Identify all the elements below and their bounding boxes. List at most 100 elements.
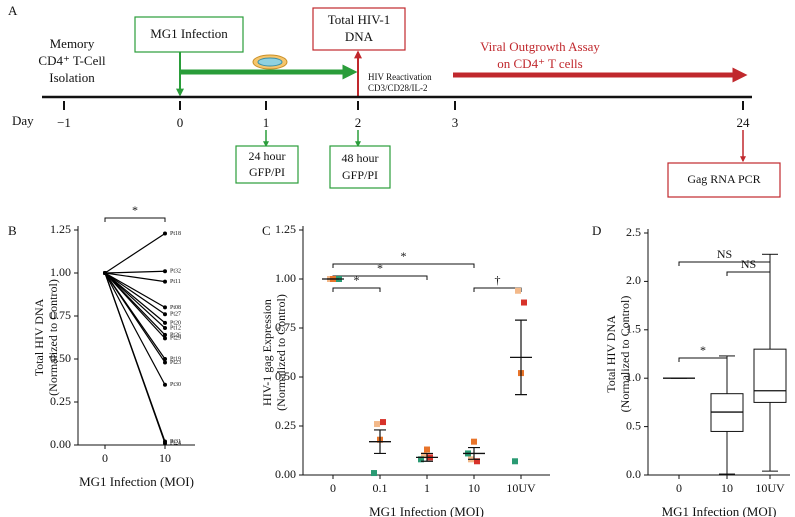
day-label: 24 [737,115,751,130]
patient-label: Pt11 [170,279,181,285]
x-tick-label: 0 [102,451,108,465]
patient-label: Pt29 [170,336,181,342]
patient-line [104,270,166,274]
significance-bracket [678,357,728,362]
y-axis-label: HIV-1 gag Expression [260,299,274,406]
box [753,348,787,403]
error-bar [468,446,480,460]
step-label: MG1 Infection [150,26,228,41]
point [512,458,518,465]
point [163,279,167,284]
point [474,458,480,465]
point [103,271,107,275]
y-tick-label: 2.0 [626,273,641,287]
error-bar [421,452,433,462]
y-tick-label: 1.25 [275,222,296,236]
point [471,438,477,445]
step-label: CD3/CD28/IL-2 [368,83,428,93]
point [163,305,167,310]
x-tick-label: 10 [721,481,733,495]
x-tick-label: 10 [159,451,171,465]
significance-bracket [678,261,771,266]
significance-label: * [354,273,360,287]
step-label: HIV Reactivation [368,72,432,82]
x-axis-label: MG1 Infection (MOI) [662,504,777,517]
significance-bracket [473,287,522,292]
point [371,470,377,477]
y-tick-label: 0.00 [275,467,296,481]
significance-bracket [104,217,166,222]
patient-label: Pt08 [170,305,181,311]
x-tick-label: 1 [424,481,430,495]
step-label: DNA [345,29,374,44]
point [424,446,430,453]
patient-label: Pt31 [170,439,181,445]
patient-label: Pt30 [170,382,181,388]
y-axis-label: (Normalized to Control) [46,279,60,396]
step-label: Memory [50,36,95,51]
x-tick-label: 0 [676,481,682,495]
x-axis-label: MG1 Infection (MOI) [79,474,194,489]
patient-line [104,272,166,324]
patient-line [104,272,166,283]
x-tick-label: 10UV [506,481,536,495]
y-tick-label: 0.75 [50,308,71,322]
y-tick-label: 1.5 [626,322,641,336]
patient-label: Pt32 [170,269,181,275]
point [515,287,521,294]
step-label: Isolation [49,70,95,85]
patient-line [104,272,166,363]
y-tick-label: 0.25 [275,418,296,432]
day-label: 2 [355,115,362,130]
point [163,231,167,236]
step-label: Gag RNA PCR [687,172,760,186]
patient-line [104,272,166,386]
patient-line [104,272,166,444]
patient-label: Pt20 [170,320,181,326]
y-axis-label: Total HIV DNA [604,315,618,393]
y-tick-label: 1.00 [275,271,296,285]
patient-line [104,272,166,339]
patient-line [104,272,166,315]
patient-line [104,272,166,329]
point [380,419,386,426]
patient-label: Pt18 [170,231,181,237]
patient-label: Pt26 [170,332,181,338]
patient-line [104,232,166,274]
y-tick-label: 2.5 [626,225,641,239]
error-bar [515,319,527,396]
patient-line [104,272,166,308]
y-tick-label: 0.50 [275,369,296,383]
day-label: −1 [57,115,71,130]
y-tick-label: 0.0 [626,467,641,481]
significance-label: † [495,273,501,287]
significance-label: * [377,261,383,275]
step-label: GFP/PI [249,165,285,179]
significance-bracket [332,287,381,292]
y-tick-label: 1.00 [50,265,71,279]
x-tick-label: 10UV [755,481,785,495]
y-axis-label: Total HIV DNA [32,298,46,376]
x-axis-label: MG1 Infection (MOI) [369,504,484,517]
point [163,332,167,337]
significance-bracket [332,275,428,280]
y-tick-label: 1.25 [50,222,71,236]
point [163,326,167,331]
significance-bracket [332,263,475,268]
patient-label: Pt27 [170,312,181,318]
point [521,299,527,306]
significance-label: * [700,343,706,357]
x-tick-label: 0.1 [373,481,388,495]
point [163,336,167,341]
significance-label: NS [741,257,756,271]
y-axis-label: (Normalized to Control) [274,294,288,411]
point [421,452,427,459]
step-label: Viral Outgrowth Assay [480,39,600,54]
point [163,269,167,274]
panel-label: C [262,223,271,238]
point [163,360,167,365]
y-tick-label: 0.50 [50,351,71,365]
y-axis-label: (Normalized to Control) [618,296,632,413]
step-label: 24 hour [249,149,286,163]
